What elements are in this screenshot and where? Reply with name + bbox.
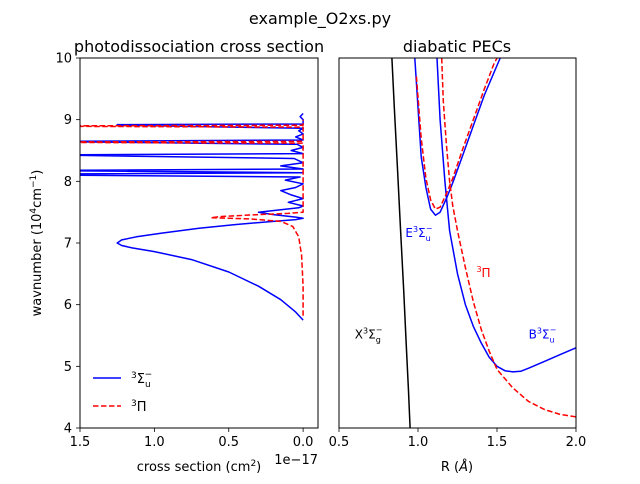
right-annotations: X3Σg− E3Σu− 3Π B3Σu− (355, 224, 557, 345)
left-xtick-label: 0.5 (218, 435, 239, 450)
right-axes-frame (338, 57, 577, 429)
left-x-ticks: 1.5 1.0 0.5 0.0 (70, 428, 314, 450)
figure-title: example_O2xs.py (249, 9, 391, 29)
left-xtick-label: 1.5 (70, 435, 91, 450)
left-xtick-label: 1.0 (144, 435, 165, 450)
legend: 3Σu− 3Π (93, 370, 152, 415)
left-axes-frame (79, 57, 319, 429)
left-axes-title: photodissociation cross section (74, 37, 324, 56)
left-ytick-label: 4 (64, 422, 72, 437)
right-series-3-line (440, 58, 576, 418)
legend-label-sigma: 3Σu− (131, 370, 152, 390)
right-x-ticks: 0.5 1.0 1.5 2.0 (329, 428, 587, 450)
right-axes-title: diabatic PECs (403, 37, 511, 56)
left-ytick-label: 7 (64, 237, 72, 252)
left-ytick-label: 6 (64, 298, 72, 313)
right-annotation-3: B3Σu− (529, 326, 557, 345)
left-xtick-label: 0.0 (293, 435, 314, 450)
right-xtick-label: 1.5 (487, 435, 508, 450)
left-x-offset-text: 1e−17 (274, 453, 318, 468)
right-axes: diabatic PECs 0.5 1.0 1.5 2.0 R (Å) X3Σg− E3… (329, 37, 587, 475)
left-ytick-label: 5 (64, 360, 72, 375)
right-series-1-line (414, 58, 501, 216)
right-x-axis-label: R (Å) (441, 459, 473, 475)
right-series-group (391, 58, 576, 428)
right-xtick-label: 1.0 (408, 435, 429, 450)
left-series-1-line (80, 119, 304, 316)
right-annotation-2: 3Π (476, 265, 490, 280)
left-x-axis-label: cross section (cm2) (137, 459, 262, 475)
left-y-ticks: 4 5 6 7 8 9 10 (55, 52, 80, 437)
left-series-0-line (80, 112, 304, 321)
left-ytick-label: 10 (55, 52, 72, 67)
right-annotation-1: E3Σu− (405, 224, 432, 243)
left-y-axis-label: wavnumber (104cm−1) (29, 170, 45, 317)
right-xtick-label: 0.5 (329, 435, 350, 450)
left-series-group (80, 112, 304, 321)
left-ytick-label: 9 (64, 113, 72, 128)
right-series-4-line (415, 58, 498, 210)
right-series-0-line (391, 58, 411, 428)
left-axes: photodissociation cross section 1.5 1.0 0.… (29, 37, 324, 475)
left-ytick-label: 8 (64, 175, 72, 190)
right-annotation-0: X3Σg− (355, 326, 383, 345)
right-series-2-line (436, 58, 576, 373)
right-xtick-label: 2.0 (566, 435, 587, 450)
legend-label-pi: 3Π (131, 399, 147, 415)
